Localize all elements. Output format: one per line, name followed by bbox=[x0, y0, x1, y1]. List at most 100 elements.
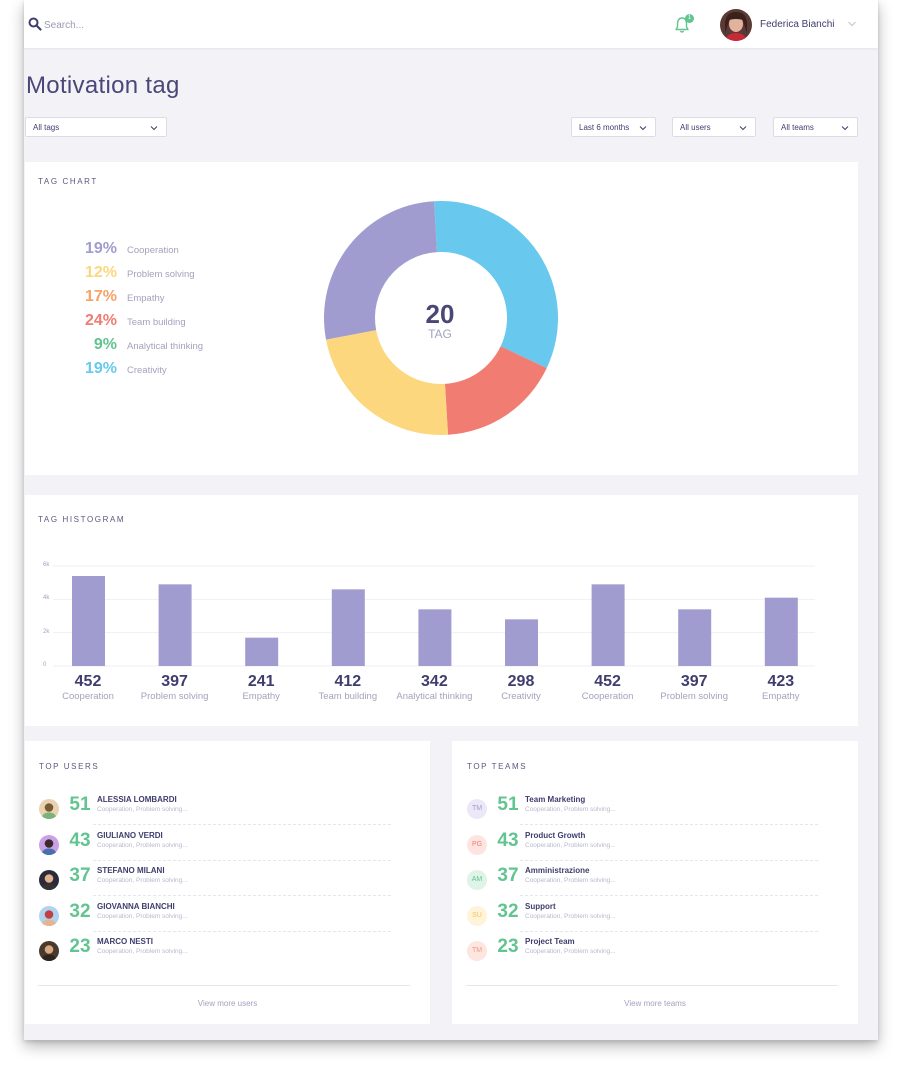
chevron-down-icon bbox=[639, 126, 647, 131]
user-score: 23 bbox=[69, 936, 91, 957]
row-divider bbox=[520, 895, 820, 896]
users-filter-label: All users bbox=[680, 123, 711, 132]
histogram-bar bbox=[245, 637, 279, 666]
user-tags: Cooperation, Problem solving... bbox=[97, 841, 188, 849]
legend-label: Problem solving bbox=[127, 269, 195, 280]
tag-histogram-card: TAG HISTOGRAM 6k 4k 2k 0 452 Cooperation 397 P… bbox=[25, 495, 858, 726]
users-filter-select[interactable]: All users bbox=[672, 117, 756, 137]
team-score: 32 bbox=[497, 900, 519, 922]
search-icon bbox=[28, 17, 42, 31]
row-divider bbox=[93, 930, 393, 932]
bar-category-label: Cooperation bbox=[581, 691, 634, 702]
legend-percent: 12% bbox=[84, 264, 117, 281]
team-row[interactable]: SU 32 Support Cooperation, Problem solving.… bbox=[467, 900, 839, 934]
axis-tick-label: 4k bbox=[43, 595, 50, 602]
row-divider bbox=[93, 859, 393, 861]
histogram-bar bbox=[331, 589, 365, 666]
user-tags: Cooperation, Problem solving... bbox=[97, 806, 188, 813]
axis-tick-label: 2k bbox=[43, 628, 50, 635]
team-row[interactable]: TM 51 Team Marketing Cooperation, Problem s… bbox=[467, 793, 839, 827]
tag-chart-card: TAG CHART 19% Cooperation 12% Problem solvi… bbox=[25, 162, 858, 475]
user-avatar bbox=[39, 905, 59, 926]
histogram-bar bbox=[72, 576, 105, 666]
bar-value-label: 241 bbox=[247, 673, 275, 690]
bar-category-label: Cooperation bbox=[62, 691, 114, 702]
bar-value-label: 412 bbox=[334, 673, 362, 690]
tags-filter-select[interactable]: All tags bbox=[25, 117, 167, 137]
tag-histogram-title: TAG HISTOGRAM bbox=[38, 515, 126, 524]
page-title: Motivation tag bbox=[26, 72, 180, 99]
team-row[interactable]: AM 37 Amministrazione Cooperation, Problem … bbox=[467, 864, 839, 898]
notification-badge: 1 bbox=[685, 14, 694, 23]
donut-total: 20 bbox=[425, 299, 455, 329]
legend-label: Creativity bbox=[127, 365, 167, 376]
axis-tick-label: 6k bbox=[43, 562, 50, 568]
legend-percent: 9% bbox=[93, 336, 117, 353]
view-more-teams-link[interactable]: View more teams bbox=[624, 999, 686, 1008]
tag-histogram-chart bbox=[53, 565, 815, 667]
tag-donut-chart bbox=[324, 201, 558, 435]
chevron-down-icon bbox=[841, 126, 849, 131]
divider bbox=[466, 985, 838, 986]
user-score: 32 bbox=[69, 900, 91, 922]
tags-filter-label: All tags bbox=[33, 123, 60, 132]
histogram-bar bbox=[418, 609, 452, 666]
bar-value-label: 397 bbox=[680, 673, 708, 690]
team-row[interactable]: TM 23 Project Team Cooperation, Problem sol… bbox=[467, 935, 839, 969]
row-divider bbox=[520, 930, 820, 932]
donut-slice bbox=[433, 201, 558, 369]
team-initials: AM bbox=[467, 870, 487, 890]
top-teams-title: TOP TEAMS bbox=[467, 762, 528, 771]
team-name: Support bbox=[525, 901, 556, 911]
search-input[interactable] bbox=[44, 16, 244, 34]
user-row[interactable]: 32 GIOVANNA BIANCHI Cooperation, Problem s… bbox=[39, 900, 411, 934]
team-tags: Cooperation, Problem solving... bbox=[525, 841, 616, 849]
user-avatar bbox=[39, 834, 59, 855]
legend-label: Analytical thinking bbox=[127, 341, 204, 352]
chevron-down-icon bbox=[150, 126, 158, 131]
bar-category-label: Problem solving bbox=[660, 691, 728, 702]
user-tags: Cooperation, Problem solving... bbox=[97, 912, 188, 920]
user-score: 43 bbox=[69, 829, 91, 851]
user-name[interactable]: Federica Bianchi bbox=[760, 19, 835, 30]
user-row[interactable]: 51 ALESSIA LOMBARDI Cooperation, Problem s… bbox=[39, 793, 411, 827]
chevron-down-icon bbox=[739, 126, 747, 131]
user-score: 37 bbox=[69, 865, 91, 886]
user-row[interactable]: 43 GIULIANO VERDI Cooperation, Problem sol… bbox=[39, 829, 411, 863]
divider bbox=[38, 985, 410, 986]
user-avatar bbox=[39, 799, 59, 819]
team-row[interactable]: PG 43 Product Growth Cooperation, Problem s… bbox=[467, 829, 839, 863]
bar-category-label: Creativity bbox=[501, 691, 541, 702]
team-name: Team Marketing bbox=[525, 795, 586, 804]
avatar[interactable] bbox=[720, 9, 752, 41]
teams-filter-select[interactable]: All teams bbox=[773, 117, 858, 137]
top-bar: 1 Federica Bianchi bbox=[24, 0, 878, 48]
user-row[interactable]: 37 STEFANO MILANI Cooperation, Problem sol… bbox=[39, 864, 411, 898]
user-name: MARCO NESTI bbox=[97, 937, 153, 946]
team-initials: PG bbox=[467, 834, 487, 855]
legend-label: Team building bbox=[127, 317, 186, 328]
team-score: 23 bbox=[497, 936, 519, 957]
bar-value-label: 298 bbox=[507, 673, 535, 690]
user-row[interactable]: 23 MARCO NESTI Cooperation, Problem solvin… bbox=[39, 935, 411, 969]
period-filter-select[interactable]: Last 6 months bbox=[571, 117, 656, 137]
row-divider bbox=[520, 824, 820, 825]
donut-unit: TAG bbox=[428, 327, 452, 341]
view-more-users-link[interactable]: View more users bbox=[197, 999, 258, 1008]
donut-slice bbox=[324, 201, 438, 340]
team-tags: Cooperation, Problem solving... bbox=[525, 948, 616, 955]
team-score: 43 bbox=[497, 829, 519, 851]
bar-category-label: Team building bbox=[318, 691, 378, 702]
histogram-bar bbox=[505, 619, 538, 666]
legend-percent: 17% bbox=[84, 288, 117, 305]
bar-value-label: 452 bbox=[74, 673, 102, 690]
app-window: 1 Federica Bianchi Motivation tag All ta… bbox=[24, 0, 878, 1040]
legend-percent: 19% bbox=[84, 240, 117, 257]
team-tags: Cooperation, Problem solving... bbox=[525, 806, 616, 813]
team-name: Project Team bbox=[525, 937, 575, 946]
team-score: 51 bbox=[497, 794, 519, 815]
user-tags: Cooperation, Problem solving... bbox=[97, 948, 188, 955]
tag-chart-title: TAG CHART bbox=[38, 177, 98, 186]
row-divider bbox=[93, 824, 393, 825]
chevron-down-icon[interactable] bbox=[847, 19, 857, 29]
